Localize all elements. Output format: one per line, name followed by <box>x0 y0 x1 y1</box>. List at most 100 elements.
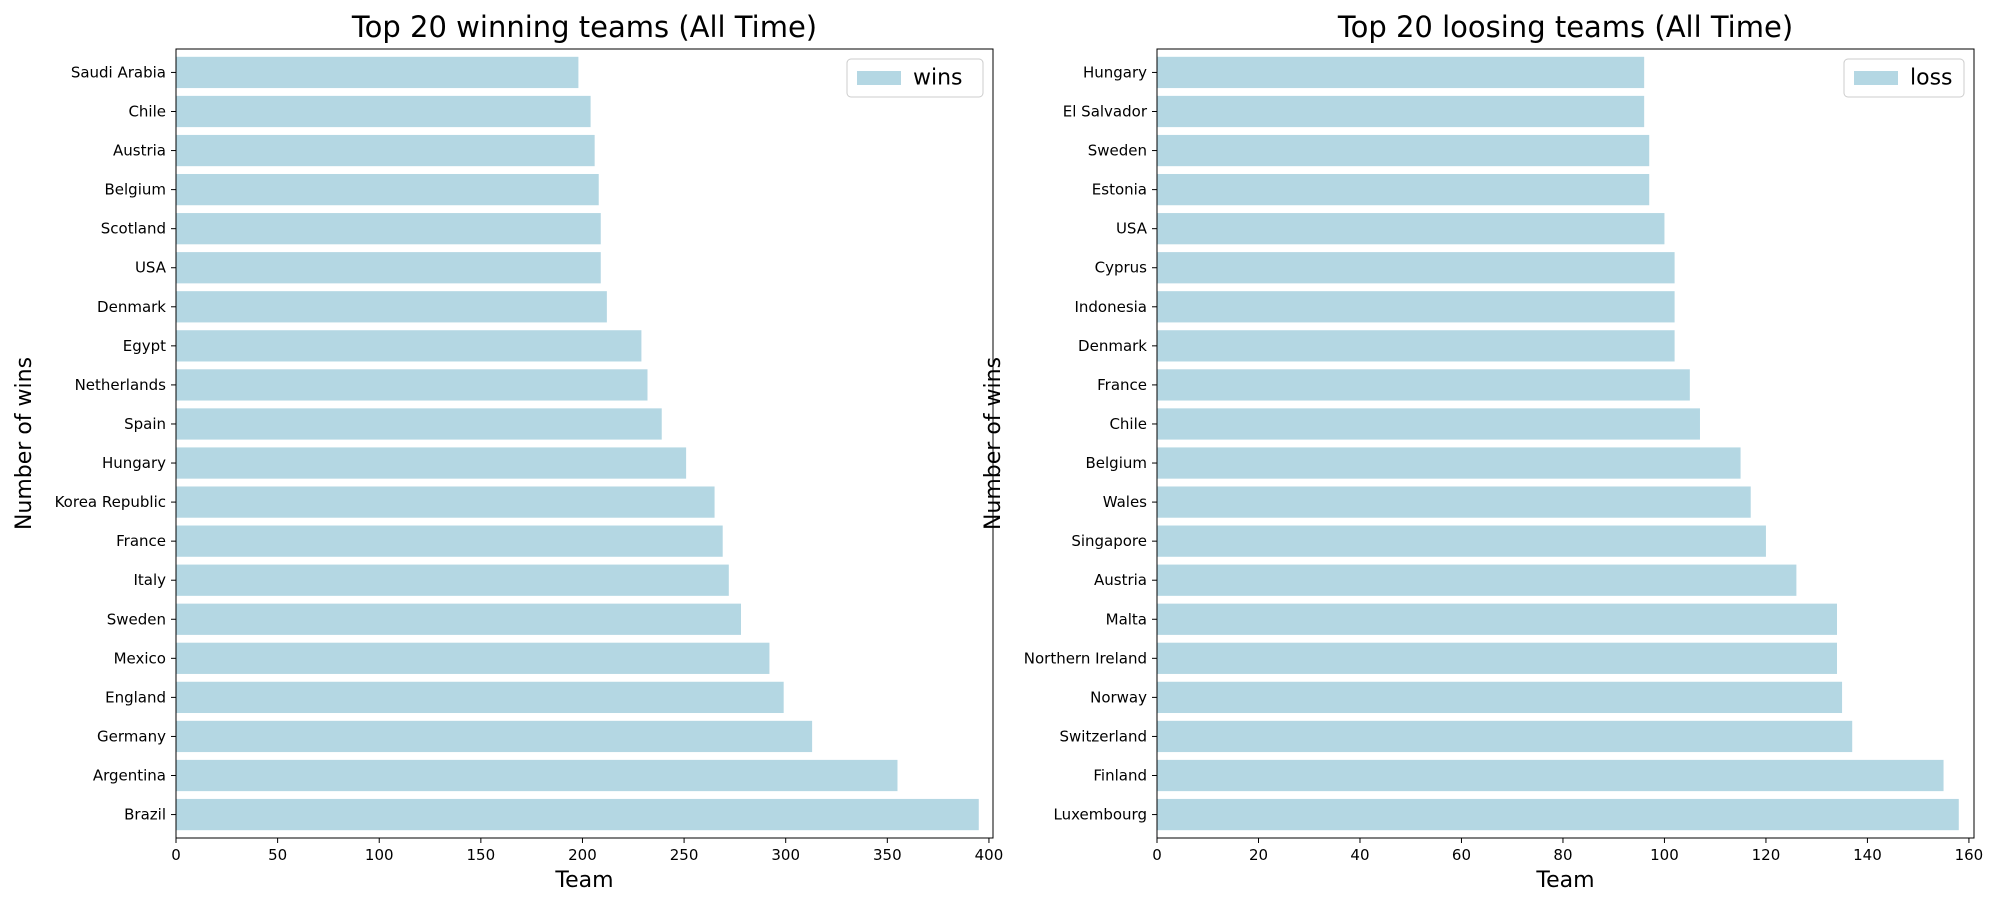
plot-frame <box>175 48 994 839</box>
bar-italy <box>176 564 729 596</box>
y-tick-label: Mexico <box>114 649 166 667</box>
bar-hungary <box>176 447 687 479</box>
y-tick-label: Egypt <box>123 337 166 355</box>
chart-title: Top 20 winning teams (All Time) <box>351 10 817 44</box>
x-tick-label: 200 <box>568 846 597 864</box>
bar-germany <box>176 720 813 753</box>
y-tick-label: El Salvador <box>1063 102 1148 120</box>
bar-chile <box>176 95 591 128</box>
y-tick-label: Denmark <box>1078 337 1147 355</box>
bar-egypt <box>176 330 642 362</box>
y-tick-label: Finland <box>1093 767 1147 785</box>
y-axis-label: Number of wins <box>12 357 37 530</box>
bar-singapore <box>1157 525 1766 557</box>
bar-wales <box>1157 486 1751 518</box>
y-tick-label: Malta <box>1106 610 1147 628</box>
x-tick-label: 120 <box>1752 846 1781 864</box>
bar-denmark <box>1157 330 1675 362</box>
legend-swatch <box>857 71 901 85</box>
y-tick-label: Scotland <box>101 220 166 238</box>
bar-belgium <box>176 173 599 206</box>
legend-label: loss <box>1910 66 1953 91</box>
bar-saudi-arabia <box>176 56 579 89</box>
x-tick-label: 250 <box>670 846 699 864</box>
bar-belgium <box>1157 447 1741 479</box>
bar-spain <box>176 408 662 440</box>
bar-malta <box>1157 603 1837 635</box>
y-tick-label: Chile <box>128 102 166 120</box>
chart-title: Top 20 loosing teams (All Time) <box>1337 10 1793 44</box>
x-tick-label: 400 <box>975 846 1004 864</box>
y-tick-label: Italy <box>133 571 166 589</box>
y-tick-label: USA <box>1116 220 1148 238</box>
y-tick-label: Norway <box>1090 688 1147 706</box>
y-tick-label: Brazil <box>124 806 166 824</box>
x-tick-label: 150 <box>467 846 496 864</box>
bar-chile <box>1157 408 1700 440</box>
bar-england <box>176 681 784 714</box>
bar-northern-ireland <box>1157 642 1837 674</box>
chart-1: Saudi Arabia Chile Austria Belgium Scotland U… <box>12 10 1003 893</box>
x-tick-label: 0 <box>1152 846 1162 864</box>
bar-el-salvador <box>1157 95 1645 128</box>
bar-estonia <box>1157 173 1650 206</box>
x-tick-label: 40 <box>1350 846 1369 864</box>
x-tick-label: 60 <box>1452 846 1471 864</box>
y-tick-label: Argentina <box>93 767 166 785</box>
bar-mexico <box>176 642 770 674</box>
legend-label: wins <box>913 66 963 91</box>
bar-austria <box>176 134 595 167</box>
y-tick-label: Wales <box>1103 493 1147 511</box>
x-axis-label: Team <box>1535 868 1594 893</box>
bar-denmark <box>176 291 607 323</box>
y-tick-label: USA <box>135 259 167 277</box>
x-tick-label: 350 <box>873 846 902 864</box>
x-tick-label: 140 <box>1853 846 1882 864</box>
bar-netherlands <box>176 369 648 401</box>
x-tick-label: 100 <box>1650 846 1679 864</box>
y-tick-label: Estonia <box>1092 181 1147 199</box>
x-tick-label: 160 <box>1955 846 1984 864</box>
bar-sweden <box>1157 134 1650 167</box>
bar-usa <box>1157 213 1665 245</box>
y-tick-label: France <box>116 532 166 550</box>
y-tick-label: Luxembourg <box>1054 806 1148 824</box>
bar-hungary <box>1157 56 1645 89</box>
bar-indonesia <box>1157 291 1675 323</box>
y-tick-label: Belgium <box>105 181 167 199</box>
y-tick-label: Hungary <box>1083 63 1147 81</box>
y-tick-label: Netherlands <box>75 376 167 394</box>
y-tick-label: England <box>105 688 166 706</box>
y-tick-label: Spain <box>124 415 166 433</box>
bar-korea-republic <box>176 486 715 518</box>
y-tick-label: Sweden <box>1088 142 1147 160</box>
bar-france <box>1157 369 1690 401</box>
y-tick-label: Austria <box>1094 571 1147 589</box>
y-tick-label: Hungary <box>102 454 166 472</box>
y-tick-label: Sweden <box>107 610 166 628</box>
y-tick-label: Korea Republic <box>55 493 166 511</box>
legend-box <box>1843 58 1965 98</box>
chart-2: Hungary El Salvador Sweden Estonia USA Cyprus… <box>981 10 1983 893</box>
y-tick-label: Northern Ireland <box>1024 649 1147 667</box>
y-tick-label: France <box>1097 376 1147 394</box>
y-tick-label: Cyprus <box>1095 259 1148 277</box>
bar-finland <box>1157 759 1944 792</box>
x-tick-label: 0 <box>171 846 181 864</box>
x-axis-label: Team <box>554 868 613 893</box>
y-tick-label: Switzerland <box>1060 727 1148 745</box>
x-tick-label: 80 <box>1553 846 1572 864</box>
y-tick-label: Singapore <box>1071 532 1147 550</box>
x-tick-label: 20 <box>1249 846 1268 864</box>
bar-usa <box>176 252 601 284</box>
y-tick-label: Chile <box>1109 415 1147 433</box>
y-tick-label: Belgium <box>1086 454 1148 472</box>
bar-austria <box>1157 564 1797 596</box>
y-tick-label: Austria <box>113 142 166 160</box>
x-tick-label: 100 <box>365 846 394 864</box>
bar-france <box>176 525 723 557</box>
x-tick-label: 50 <box>268 846 287 864</box>
plot-frame <box>1156 48 1975 839</box>
bar-norway <box>1157 681 1843 714</box>
